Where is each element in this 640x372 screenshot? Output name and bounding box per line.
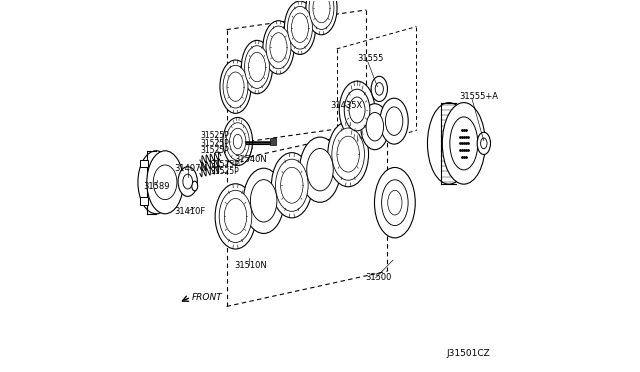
Text: 31525P: 31525P	[211, 167, 239, 176]
Text: FRONT: FRONT	[192, 293, 223, 302]
Ellipse shape	[183, 174, 193, 189]
Text: 31500: 31500	[365, 273, 392, 282]
Ellipse shape	[219, 190, 252, 243]
Bar	[270, 138, 276, 145]
Ellipse shape	[374, 167, 415, 238]
Ellipse shape	[220, 60, 251, 113]
Text: 31525P: 31525P	[201, 145, 229, 154]
Ellipse shape	[380, 98, 408, 144]
Ellipse shape	[192, 181, 198, 191]
Ellipse shape	[243, 168, 284, 234]
Text: 31510N: 31510N	[234, 261, 267, 270]
Text: 31435X: 31435X	[330, 101, 362, 110]
Text: 31525P: 31525P	[201, 131, 229, 141]
Bar	[140, 198, 148, 205]
Ellipse shape	[366, 112, 383, 141]
Ellipse shape	[224, 198, 246, 234]
Ellipse shape	[361, 104, 389, 150]
Ellipse shape	[280, 167, 303, 203]
Ellipse shape	[230, 128, 246, 155]
Text: 31540N: 31540N	[234, 155, 267, 164]
Text: 31525P: 31525P	[211, 160, 239, 169]
Ellipse shape	[215, 184, 256, 249]
Ellipse shape	[313, 0, 330, 23]
Ellipse shape	[227, 72, 244, 101]
Text: 31407N: 31407N	[174, 164, 207, 173]
Ellipse shape	[138, 151, 175, 214]
Ellipse shape	[226, 123, 250, 160]
Text: 31589: 31589	[143, 182, 170, 191]
Ellipse shape	[147, 151, 183, 214]
Ellipse shape	[309, 0, 334, 29]
Text: 31555+A: 31555+A	[460, 92, 499, 101]
Ellipse shape	[337, 136, 360, 172]
Ellipse shape	[381, 180, 408, 225]
Ellipse shape	[178, 167, 197, 196]
Text: 31410F: 31410F	[174, 208, 205, 217]
Ellipse shape	[248, 52, 266, 82]
Ellipse shape	[287, 6, 312, 49]
Ellipse shape	[153, 165, 177, 200]
Ellipse shape	[332, 128, 364, 180]
Ellipse shape	[328, 122, 369, 187]
Text: J31501CZ: J31501CZ	[447, 349, 490, 358]
Ellipse shape	[284, 1, 316, 54]
Ellipse shape	[250, 180, 277, 222]
Ellipse shape	[291, 13, 308, 42]
Text: 31555: 31555	[357, 54, 383, 62]
Ellipse shape	[371, 76, 387, 102]
Ellipse shape	[241, 40, 273, 94]
Ellipse shape	[300, 137, 340, 202]
Ellipse shape	[223, 118, 253, 166]
Ellipse shape	[385, 107, 403, 135]
Ellipse shape	[375, 83, 383, 95]
Ellipse shape	[307, 148, 333, 191]
Ellipse shape	[428, 103, 470, 184]
Bar	[140, 160, 148, 167]
Ellipse shape	[233, 134, 242, 149]
Ellipse shape	[271, 153, 312, 218]
Ellipse shape	[442, 103, 485, 184]
Ellipse shape	[349, 97, 365, 123]
Ellipse shape	[276, 159, 308, 211]
Ellipse shape	[450, 117, 478, 170]
Text: 31525P: 31525P	[201, 138, 229, 148]
Ellipse shape	[477, 132, 490, 154]
Ellipse shape	[388, 190, 402, 215]
Ellipse shape	[266, 26, 291, 69]
Ellipse shape	[244, 46, 269, 89]
Ellipse shape	[306, 0, 337, 35]
Ellipse shape	[263, 21, 294, 74]
Ellipse shape	[223, 65, 248, 108]
Ellipse shape	[481, 138, 487, 149]
Ellipse shape	[270, 33, 287, 62]
Ellipse shape	[339, 81, 375, 139]
Ellipse shape	[344, 89, 370, 131]
